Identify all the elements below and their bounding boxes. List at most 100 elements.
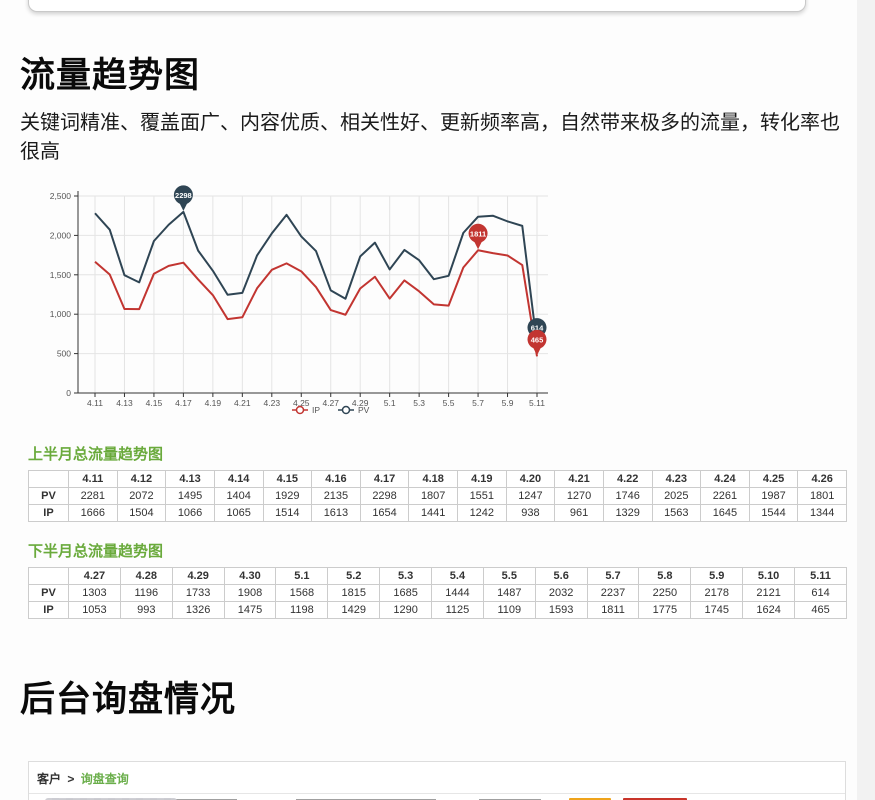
svg-text:2,000: 2,000	[50, 230, 72, 240]
date-header-cell: 4.19	[457, 470, 507, 488]
value-cell: 1053	[68, 601, 121, 619]
value-cell: 938	[505, 504, 556, 522]
email-input[interactable]	[295, 798, 436, 800]
svg-text:5.9: 5.9	[502, 398, 514, 408]
value-cell: 1775	[638, 601, 692, 619]
page-edge	[857, 0, 875, 800]
row-label-cell: PV	[28, 487, 69, 505]
date-header-cell: 5.2	[327, 567, 381, 585]
breadcrumb: 客户 > 询盘查询	[29, 762, 845, 793]
date-header-cell: 4.28	[119, 567, 173, 585]
date-header-cell: 5.8	[638, 567, 692, 585]
value-cell: 1613	[311, 504, 361, 522]
value-cell: 1593	[534, 601, 588, 619]
date-header-cell: 4.26	[797, 470, 847, 488]
value-cell: 1504	[116, 504, 167, 522]
svg-text:4.23: 4.23	[264, 398, 281, 408]
value-cell: 1326	[171, 601, 225, 619]
traffic-section-title: 流量趋势图	[20, 56, 201, 95]
breadcrumb-separator: >	[67, 772, 75, 786]
clear-filters-button[interactable]: 清空条件	[622, 798, 687, 800]
value-cell: 1624	[742, 601, 796, 619]
value-cell: 2298	[359, 487, 410, 505]
value-cell: 2032	[534, 584, 588, 602]
value-cell: 1242	[457, 504, 507, 522]
redaction-blur	[45, 797, 177, 800]
svg-text:465: 465	[531, 335, 544, 344]
value-cell: 1487	[482, 584, 536, 602]
date-header-cell: 4.24	[700, 470, 750, 488]
date-header-cell: 4.18	[408, 470, 458, 488]
breadcrumb-current: 询盘查询	[80, 772, 129, 786]
query-button[interactable]: 查询	[568, 798, 611, 800]
svg-text:5.1: 5.1	[384, 398, 396, 408]
svg-text:4.11: 4.11	[87, 398, 103, 408]
corner-cell	[28, 567, 69, 585]
inquiry-panel: 客户 > 询盘查询 网站 Email: 浏览: --全部--▼ 查询 清空条件 …	[28, 761, 846, 800]
value-cell: 1404	[213, 487, 264, 505]
browse-select[interactable]: --全部--▼	[478, 798, 541, 800]
value-cell: 1544	[748, 504, 799, 522]
svg-text:2298: 2298	[175, 191, 192, 200]
svg-text:5.3: 5.3	[413, 398, 425, 408]
row-label-cell: PV	[28, 584, 69, 602]
svg-text:4.15: 4.15	[146, 398, 163, 408]
breadcrumb-parent[interactable]: 客户	[37, 772, 62, 786]
date-header-cell: 4.17	[359, 470, 410, 488]
value-cell: 1654	[359, 504, 410, 522]
value-cell: 1441	[408, 504, 458, 522]
value-cell: 1514	[262, 504, 313, 522]
second-half-table: 4.27 4.28 4.29 4.30 5.1 5.2 5.3 5.4 5.5 5.6 5.7 5.8…	[28, 567, 847, 619]
value-cell: 2135	[311, 487, 361, 505]
value-cell: 1329	[602, 504, 653, 522]
value-cell: 993	[119, 601, 173, 619]
table-row: IP 1666 1504 1066 1065 1514 1613 1654 1441 1242 93…	[28, 504, 847, 522]
date-header-cell: 4.25	[748, 470, 799, 488]
date-header-cell: 4.30	[223, 567, 277, 585]
value-cell: 1746	[602, 487, 653, 505]
svg-text:4.13: 4.13	[116, 398, 133, 408]
value-cell: 1429	[327, 601, 381, 619]
svg-text:500: 500	[57, 349, 71, 359]
value-cell: 1290	[379, 601, 433, 619]
value-cell: 614	[794, 584, 847, 602]
corner-cell	[28, 470, 69, 488]
table-row: PV 2281 2072 1495 1404 1929 2135 2298 1807 1551 12…	[28, 487, 847, 505]
value-cell: 465	[794, 601, 847, 619]
value-cell: 2178	[690, 584, 744, 602]
traffic-chart: 0 500 1,000 1,500 2,000 2,500 4.11 4.13 4.15 4.17…	[50, 185, 548, 415]
date-header-cell: 4.20	[505, 470, 556, 488]
value-cell: 1551	[457, 487, 507, 505]
svg-text:1,500: 1,500	[50, 270, 72, 280]
search-form-row-1: 网站 Email: 浏览: --全部--▼ 查询 清空条件	[29, 794, 845, 800]
value-cell: 1198	[275, 601, 329, 619]
value-cell: 1666	[68, 504, 118, 522]
value-cell: 1568	[275, 584, 329, 602]
value-cell: 961	[554, 504, 604, 522]
value-cell: 1745	[690, 601, 744, 619]
cutoff-top-panel	[28, 0, 806, 12]
svg-text:4.27: 4.27	[322, 398, 339, 408]
svg-text:5.7: 5.7	[472, 398, 484, 408]
date-header-cell: 4.21	[554, 470, 604, 488]
value-cell: 2250	[638, 584, 692, 602]
value-cell: 1801	[797, 487, 847, 505]
svg-text:1,000: 1,000	[50, 309, 72, 319]
value-cell: 1475	[223, 601, 277, 619]
panel-divider	[29, 793, 845, 794]
svg-text:0: 0	[66, 388, 71, 398]
value-cell: 2237	[586, 584, 640, 602]
svg-text:4.17: 4.17	[175, 398, 192, 408]
date-header-cell: 5.9	[690, 567, 744, 585]
value-cell: 1563	[651, 504, 702, 522]
value-cell: 1344	[797, 504, 847, 522]
value-cell: 2121	[742, 584, 796, 602]
value-cell: 1929	[262, 487, 313, 505]
svg-text:4.21: 4.21	[234, 398, 251, 408]
value-cell: 1908	[223, 584, 277, 602]
value-cell: 1807	[408, 487, 458, 505]
inquiry-section-title: 后台询盘情况	[20, 680, 237, 719]
table-row: IP 1053 993 1326 1475 1198 1429 1290 1125 1109 159…	[28, 601, 847, 619]
value-cell: 1066	[165, 504, 215, 522]
date-header-cell: 4.16	[311, 470, 361, 488]
